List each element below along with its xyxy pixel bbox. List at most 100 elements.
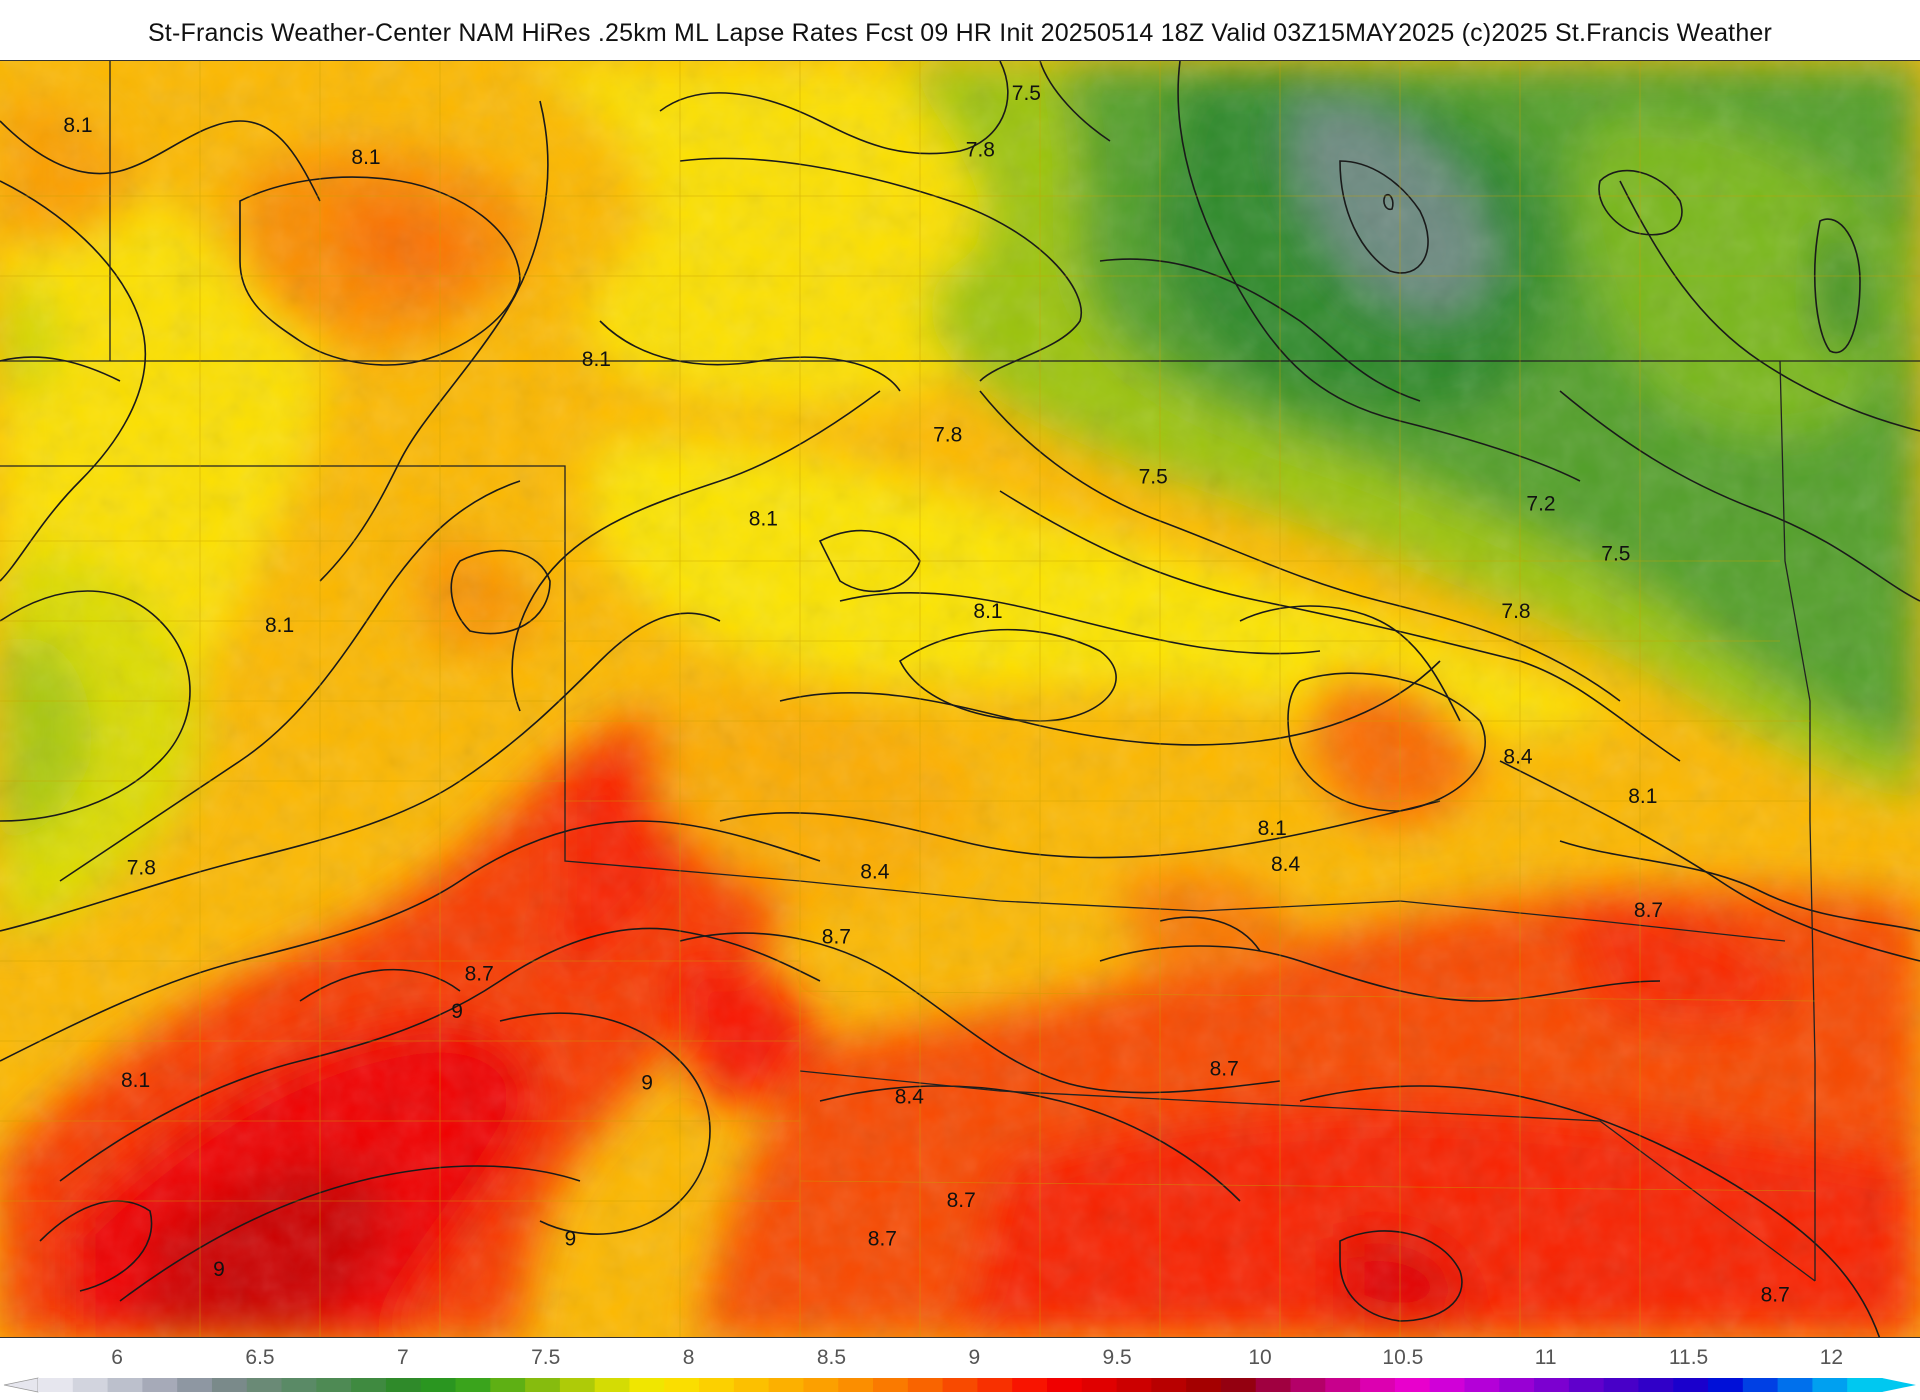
contour-lines: [0, 61, 1920, 1337]
colorbar-strip: [3, 1377, 1916, 1393]
county-borders: [0, 61, 1920, 1337]
colorbar-tick-label: 7.5: [531, 1346, 561, 1369]
contour-label: 8.7: [822, 926, 851, 949]
colorbar-segment: [1847, 1378, 1883, 1392]
colorbar-tick-label: 12: [1819, 1346, 1844, 1369]
contour-label: 7.5: [1139, 466, 1168, 489]
colorbar-segment: [246, 1378, 283, 1392]
contour-label: 7.5: [1601, 542, 1630, 565]
colorbar-tick-label: 7: [397, 1346, 409, 1369]
contour-label: 8.1: [582, 348, 611, 371]
map-canvas: 8.1 8.1 7.5 7.8 8.1 7.8 7.5 8.1 7.2 7.5 8.1 8.1 7.8 8…: [0, 61, 1920, 1337]
colorbar-segment: [1290, 1378, 1326, 1392]
contour-label: 9: [213, 1258, 225, 1281]
contour-label: 8.1: [1628, 785, 1657, 808]
contour-label: 8.1: [265, 614, 294, 637]
colorbar-segment: [1464, 1378, 1500, 1392]
colorbar-segment: [316, 1378, 352, 1392]
contour-label: 8.1: [749, 508, 778, 531]
contour-label: 8.7: [465, 963, 494, 986]
colorbar-segment: [1429, 1378, 1466, 1392]
colorbar-segment: [594, 1378, 631, 1392]
contour-label: 8.7: [1634, 899, 1663, 922]
colorbar-segment: [525, 1378, 561, 1392]
colorbar-segment: [768, 1378, 805, 1392]
colorbar-segment: [1325, 1378, 1361, 1392]
colorbar-tick-label: 11: [1534, 1346, 1557, 1369]
colorbar-tick-label: 8: [682, 1346, 695, 1369]
colorbar-segment: [1394, 1378, 1431, 1392]
contour-label: 9: [565, 1227, 577, 1250]
colorbar-segment: [838, 1378, 874, 1392]
colorbar-tick-label: 6.5: [245, 1346, 275, 1369]
colorbar-segment: [107, 1378, 143, 1392]
colorbar-segment: [1534, 1378, 1570, 1392]
colorbar-segment: [1081, 1378, 1118, 1392]
colorbar-segment: [1742, 1378, 1779, 1392]
contour-label: 8.1: [1258, 817, 1287, 840]
contour-label: 8.4: [895, 1085, 925, 1108]
colorbar-segment: [1151, 1378, 1187, 1392]
contour-label: 7.8: [1501, 600, 1530, 623]
contour-label-layer: 8.1 8.1 7.5 7.8 8.1 7.8 7.5 8.1 7.2 7.5 8.1 8.1 7.8 8…: [63, 82, 1789, 1306]
colorbar-segment: [211, 1378, 248, 1392]
colorbar-segment: [351, 1378, 387, 1392]
colorbar-segment: [455, 1378, 491, 1392]
contour-label: 9: [641, 1071, 653, 1094]
colorbar-segment: [803, 1378, 839, 1392]
colorbar-segment: [1186, 1378, 1222, 1392]
colorbar-segment: [873, 1378, 909, 1392]
colorbar-tick-label: 10: [1248, 1346, 1272, 1369]
colorbar-tick-label: 10.5: [1382, 1346, 1424, 1369]
colorbar-segment: [907, 1378, 944, 1392]
colorbar-segment: [1220, 1378, 1257, 1392]
colorbar-segment: [72, 1378, 109, 1392]
colorbar-segment: [1708, 1378, 1744, 1392]
colorbar-segment: [1603, 1378, 1640, 1392]
colorbar-tick-label: 9: [968, 1346, 981, 1369]
colorbar-segment: [1812, 1378, 1848, 1392]
colorbar-segment: [977, 1378, 1013, 1392]
colorbar-segment: [281, 1378, 317, 1392]
colorbar-segment: [664, 1378, 700, 1392]
contour-label: 8.4: [860, 861, 890, 884]
colorbar-segment: [699, 1378, 735, 1392]
colorbar-segment: [1499, 1378, 1535, 1392]
colorbar-segment: [490, 1378, 526, 1392]
chart-title: St-Francis Weather-Center NAM HiRes .25k…: [147, 19, 1773, 47]
colorbar-tick-label: 6: [111, 1346, 123, 1369]
contour-label: 9: [451, 1000, 463, 1023]
contour-label: 8.1: [63, 114, 92, 137]
colorbar-min-arrow: [3, 1377, 39, 1393]
contour-label: 7.2: [1526, 492, 1555, 515]
contour-label: 8.1: [973, 600, 1002, 623]
colorbar-segment: [177, 1378, 213, 1392]
colorbar-segment: [559, 1378, 596, 1392]
contour-label: 8.7: [868, 1227, 897, 1250]
colorbar-segment: [733, 1378, 770, 1392]
colorbar-segment: [1568, 1378, 1605, 1392]
field-texture: [0, 61, 1920, 1337]
colorbar-segment: [142, 1378, 178, 1392]
colorbar-segment: [385, 1378, 422, 1392]
contour-label: 8.1: [121, 1069, 150, 1092]
colorbar-segment: [1638, 1378, 1674, 1392]
contour-label: 8.7: [1210, 1057, 1239, 1080]
contour-label: 8.4: [1271, 853, 1301, 876]
colorbar-segment: [1046, 1378, 1083, 1392]
colorbar-segment: [1012, 1378, 1048, 1392]
lapse-rate-map[interactable]: 8.1 8.1 7.5 7.8 8.1 7.8 7.5 8.1 7.2 7.5 8.1 8.1 7.8 8…: [0, 60, 1920, 1338]
colorbar-max-arrow: [1882, 1378, 1916, 1392]
colorbar-segment: [942, 1378, 978, 1392]
colorbar-segment: [420, 1378, 457, 1392]
colorbar-segment: [1673, 1378, 1709, 1392]
colorbar-segment: [38, 1378, 74, 1392]
contour-label: 8.4: [1503, 746, 1533, 769]
contour-label: 8.7: [1761, 1284, 1790, 1307]
colorbar-tick-label: 8.5: [816, 1346, 847, 1369]
contour-label: 8.7: [947, 1189, 976, 1212]
contour-label: 7.8: [127, 857, 156, 880]
colorbar-segment: [1360, 1378, 1396, 1392]
contour-label: 8.1: [351, 146, 380, 169]
colorbar-segment: [1255, 1378, 1292, 1392]
